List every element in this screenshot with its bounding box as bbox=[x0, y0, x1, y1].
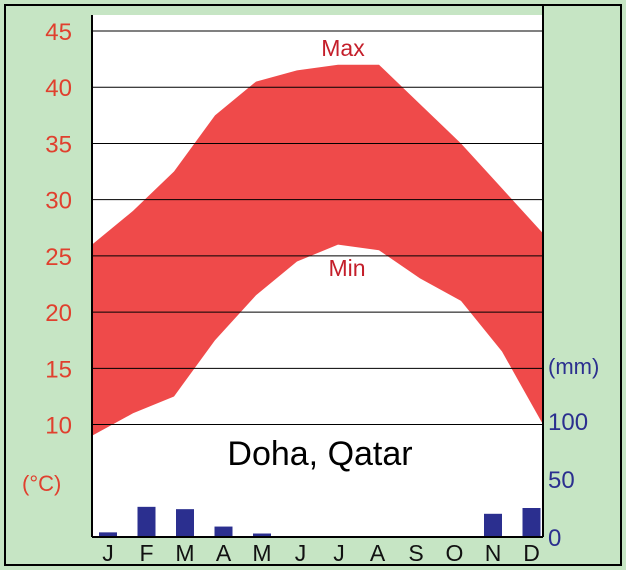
temperature-tick-label: 30 bbox=[45, 188, 72, 215]
month-label: M bbox=[175, 540, 194, 566]
precipitation-tick-label: 0 bbox=[548, 525, 561, 552]
month-label: J bbox=[333, 540, 345, 566]
month-label: N bbox=[485, 540, 502, 566]
temperature-tick-label: 35 bbox=[45, 131, 72, 158]
min-label: Min bbox=[328, 255, 365, 281]
temperature-band bbox=[92, 64, 543, 436]
month-label: A bbox=[370, 540, 386, 566]
temperature-tick-label: 15 bbox=[45, 356, 72, 383]
month-label: S bbox=[408, 540, 423, 566]
month-label: A bbox=[216, 540, 232, 566]
chart-frame bbox=[4, 4, 622, 566]
month-label: J bbox=[102, 540, 114, 566]
month-label: D bbox=[523, 540, 540, 566]
precipitation-tick-label: 100 bbox=[548, 409, 588, 436]
precipitation-bar bbox=[253, 533, 271, 537]
month-label: F bbox=[139, 540, 153, 566]
temperature-tick-label: 10 bbox=[45, 413, 72, 440]
temperature-unit-label: (°C) bbox=[22, 471, 61, 496]
precipitation-bar bbox=[214, 526, 233, 537]
precipitation-tick-label: 50 bbox=[548, 467, 575, 494]
max-label: Max bbox=[321, 35, 365, 61]
month-label: O bbox=[446, 540, 464, 566]
chart-title: Doha, Qatar bbox=[227, 435, 412, 473]
month-label: J bbox=[295, 540, 307, 566]
precipitation-unit-label: (mm) bbox=[548, 354, 599, 379]
temperature-tick-label: 20 bbox=[45, 300, 72, 327]
precipitation-bar bbox=[99, 532, 117, 537]
temperature-tick-label: 45 bbox=[45, 19, 72, 46]
precipitation-bar bbox=[522, 508, 541, 537]
temperature-tick-label: 25 bbox=[45, 244, 72, 271]
month-label: M bbox=[252, 540, 271, 566]
temperature-tick-label: 40 bbox=[45, 75, 72, 102]
precipitation-bar bbox=[176, 509, 194, 537]
precipitation-bar bbox=[484, 513, 502, 537]
precipitation-bar bbox=[137, 506, 156, 537]
